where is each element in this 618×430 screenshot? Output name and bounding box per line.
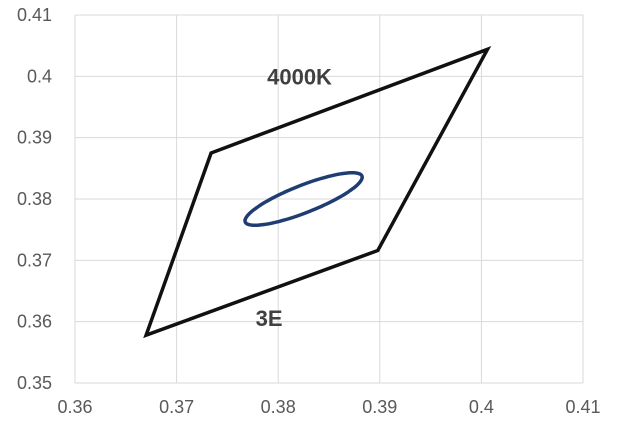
annotation-label: 4000K	[267, 64, 332, 89]
series	[143, 46, 492, 339]
y-tick-label: 0.37	[17, 250, 52, 270]
y-tick-label: 0.4	[27, 66, 52, 86]
x-tick-label: 0.4	[469, 397, 494, 417]
axes: 0.36 0.37 0.38 0.39 0.4 0.410.350.360.370.380…	[17, 5, 601, 417]
x-tick-label: 0.38	[261, 397, 296, 417]
quadrangle-outline	[143, 46, 492, 339]
y-tick-label: 0.41	[17, 5, 52, 25]
y-tick-label: 0.38	[17, 189, 52, 209]
x-tick-label: 0.39	[362, 397, 397, 417]
ellipse-outline	[243, 170, 364, 228]
annotation-label: 3E	[256, 306, 283, 331]
x-tick-label: 0.41	[565, 397, 600, 417]
x-tick-label: 0.37	[159, 397, 194, 417]
grid	[74, 14, 584, 384]
y-tick-label: 0.39	[17, 128, 52, 148]
labels: 4000K 3E	[256, 64, 332, 331]
x-tick-label: 0.36	[57, 397, 92, 417]
y-tick-label: 0.35	[17, 373, 52, 393]
y-tick-label: 0.36	[17, 312, 52, 332]
